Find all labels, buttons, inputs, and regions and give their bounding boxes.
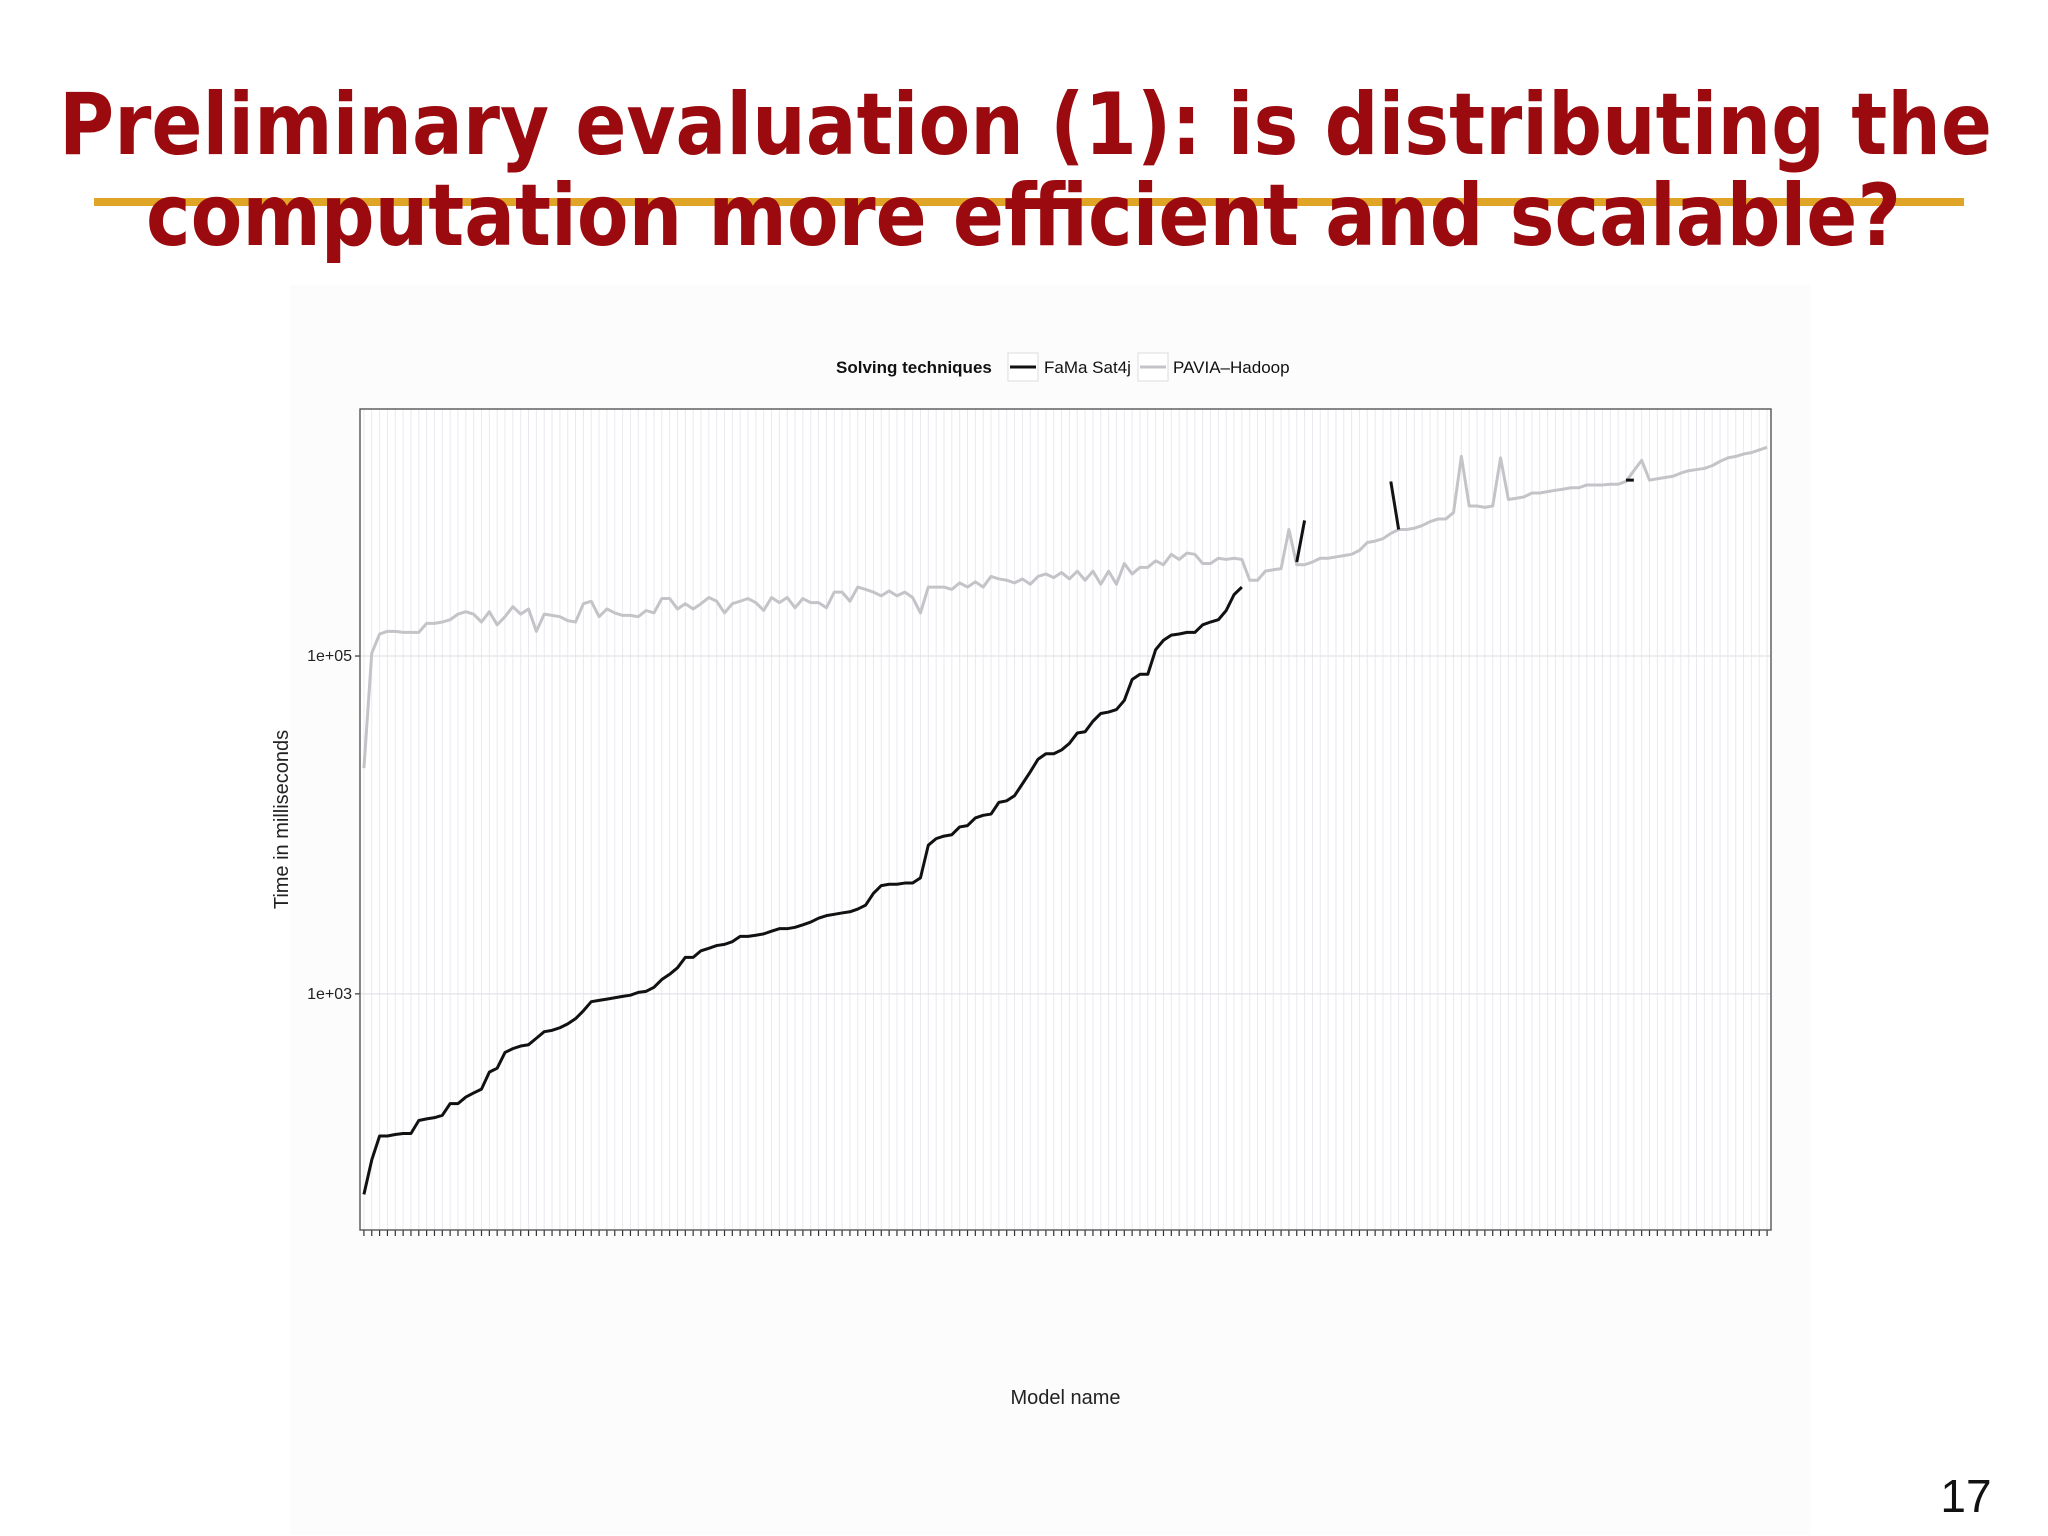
series-line: [362, 478, 1634, 1195]
y-axis-title: Time in milliseconds: [271, 730, 293, 909]
title-underline: [94, 198, 1964, 206]
y-tick-label: 1e+05: [307, 648, 352, 665]
plot-panel: [360, 409, 1771, 1230]
x-axis-title: Model name: [1010, 1387, 1120, 1409]
legend-label: FaMa Sat4j: [1044, 358, 1131, 377]
page-number: 17: [1940, 1470, 1991, 1522]
series-line: [362, 445, 1768, 769]
legend-label: PAVIA–Hadoop: [1173, 358, 1290, 377]
slide-title-line: Preliminary evaluation (1): is distribut…: [59, 75, 1992, 175]
slide-title-line: computation more efficient and scalable?: [146, 166, 1901, 266]
plot: 1e+03 1e+05 Model name Time in milliseconds…: [271, 352, 1772, 1409]
plot-border: [359, 408, 1772, 1231]
legend-title: Solving techniques: [836, 358, 992, 377]
y-tick-label: 1e+03: [307, 986, 352, 1003]
